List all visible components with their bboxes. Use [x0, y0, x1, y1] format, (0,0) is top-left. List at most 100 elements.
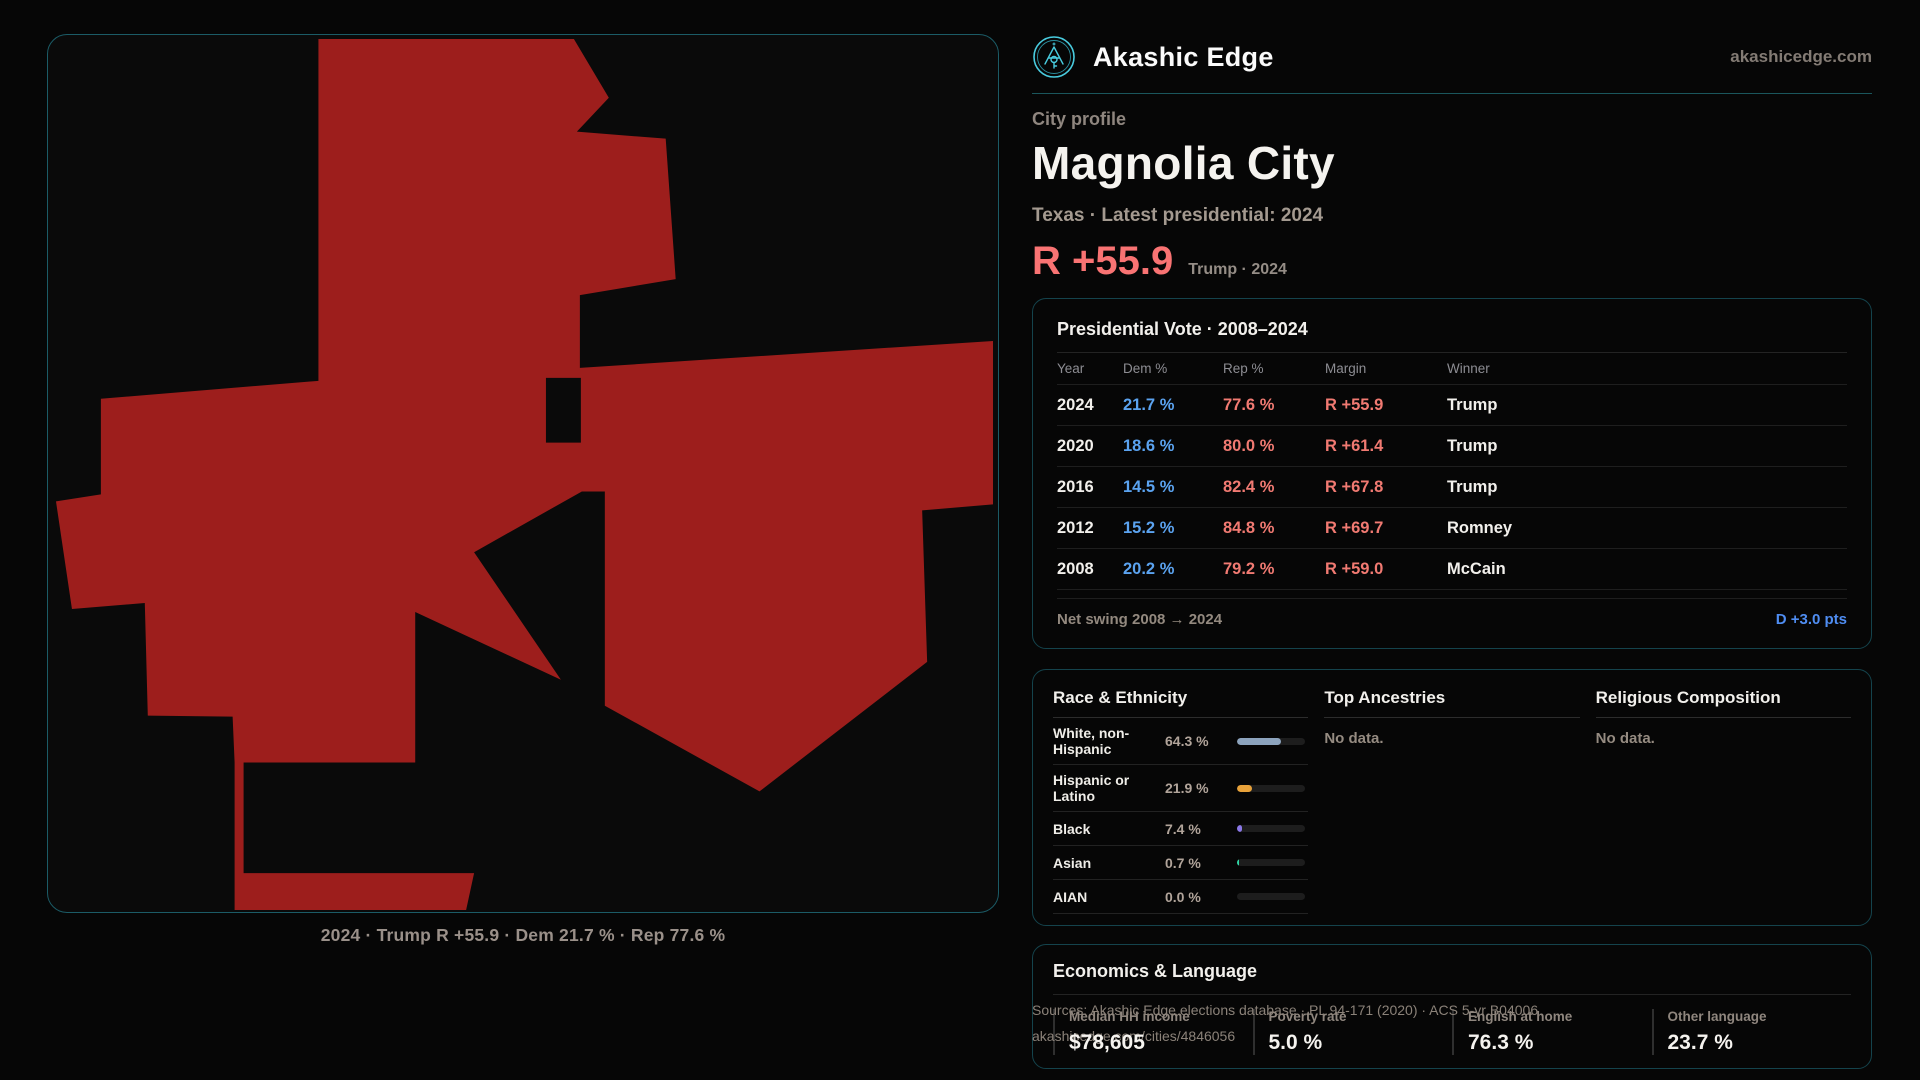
column-header-year: Year — [1057, 361, 1085, 376]
stat-block: Poverty rate 5.0 % — [1252, 1009, 1453, 1055]
column-header-dem: Dem % — [1123, 361, 1168, 376]
margin-cell: R +59.0 — [1325, 559, 1384, 578]
race-bar-fill — [1237, 784, 1252, 792]
rep-cell: 80.0 % — [1223, 436, 1275, 455]
stat-block: Median HH income $78,605 — [1053, 1009, 1253, 1055]
rep-cell: 82.4 % — [1223, 477, 1275, 496]
race-label: Black — [1053, 820, 1091, 837]
brand-header: Akashic Edge akashicedge.com — [1032, 0, 1872, 79]
race-label: Asian — [1053, 854, 1092, 871]
vote-panel-divider — [1057, 352, 1847, 353]
vote-table-row: 2020 18.6 % 80.0 % R +61.4 Trump — [1057, 425, 1847, 466]
column-header-winner: Winner — [1447, 361, 1490, 376]
religion-section-divider — [1595, 717, 1851, 718]
race-bar-fill — [1237, 825, 1243, 832]
partisan-lean-value: R +55.9 — [1032, 239, 1174, 283]
header-divider — [1032, 93, 1872, 94]
stat-value: $78,605 — [1069, 1031, 1145, 1054]
stat-value: 76.3 % — [1468, 1031, 1534, 1054]
margin-cell: R +55.9 — [1325, 395, 1384, 414]
rep-cell: 79.2 % — [1223, 559, 1275, 578]
race-bar-fill — [1237, 859, 1240, 866]
stat-block: Other language 23.7 % — [1651, 1009, 1852, 1055]
page-subtitle: Texas · Latest presidential: 2024 — [1032, 205, 1324, 226]
no-data-text: No data. — [1595, 730, 1655, 747]
dem-cell: 20.2 % — [1123, 559, 1175, 578]
vote-table-bottom-divider — [1057, 589, 1847, 590]
city-boundary-polygon — [55, 38, 994, 911]
year-cell: 2016 — [1057, 477, 1094, 496]
footer-permalink[interactable]: akashicedge.com/cities/4846056 — [1032, 1028, 1236, 1044]
page-footer: Sources: Akashic Edge elections database… — [1032, 1000, 1652, 1046]
race-value: 64.3 % — [1165, 733, 1209, 749]
race-bar-track — [1237, 737, 1305, 745]
city-boundary-map — [55, 38, 994, 911]
race-bar-fill — [1237, 737, 1281, 745]
margin-cell: R +67.8 — [1325, 477, 1384, 496]
race-row: White, non-Hispanic 64.3 % — [1053, 718, 1309, 765]
dem-cell: 15.2 % — [1123, 518, 1175, 537]
vote-table-row: 2008 20.2 % 79.2 % R +59.0 McCain — [1057, 548, 1847, 589]
race-label: White, non-Hispanic — [1053, 725, 1130, 757]
profile-column: Akashic Edge akashicedge.com City profil… — [1032, 0, 1872, 1069]
year-cell: 2012 — [1057, 518, 1094, 537]
race-section-divider — [1053, 717, 1309, 718]
partisan-lean-context: Trump · 2024 — [1188, 261, 1287, 278]
race-label: AIAN — [1053, 888, 1088, 905]
presidential-vote-panel: Presidential Vote · 2008–2024 Year Dem %… — [1032, 298, 1872, 649]
dem-cell: 18.6 % — [1123, 436, 1175, 455]
ancestries-section: Top Ancestries No data. — [1324, 688, 1580, 914]
vote-table-header: Year Dem % Rep % Margin Winner — [1057, 353, 1847, 384]
winner-cell: Trump — [1447, 477, 1498, 496]
race-value: 0.7 % — [1165, 854, 1201, 871]
economics-panel-divider — [1053, 994, 1851, 995]
race-bar-track — [1237, 859, 1305, 866]
rep-cell: 84.8 % — [1223, 518, 1275, 537]
race-value: 21.9 % — [1165, 780, 1209, 796]
stat-value: 23.7 % — [1667, 1031, 1733, 1054]
race-bar-track — [1237, 893, 1305, 900]
city-map-panel — [47, 34, 999, 913]
race-value: 7.4 % — [1165, 820, 1201, 837]
margin-cell: R +69.7 — [1325, 518, 1384, 537]
winner-cell: Romney — [1447, 518, 1513, 537]
race-section-title: Race & Ethnicity — [1053, 688, 1188, 707]
site-domain-link[interactable]: akashicedge.com — [1730, 47, 1872, 66]
economics-panel-title: Economics & Language — [1053, 961, 1258, 981]
margin-cell: R +61.4 — [1325, 436, 1384, 455]
race-value: 0.0 % — [1165, 888, 1201, 905]
year-cell: 2020 — [1057, 436, 1094, 455]
stat-block: English at home 76.3 % — [1452, 1009, 1652, 1055]
dem-cell: 14.5 % — [1123, 477, 1175, 496]
column-header-rep: Rep % — [1223, 361, 1264, 376]
winner-cell: McCain — [1447, 559, 1506, 578]
page-title: Magnolia City — [1032, 137, 1335, 189]
stat-label: Median HH income — [1069, 1009, 1190, 1024]
winner-cell: Trump — [1447, 436, 1498, 455]
race-row: Asian 0.7 % — [1053, 846, 1309, 880]
year-cell: 2008 — [1057, 559, 1094, 578]
year-cell: 2024 — [1057, 395, 1094, 414]
vote-table-row: 2012 15.2 % 84.8 % R +69.7 Romney — [1057, 507, 1847, 548]
partisan-lean-row: R +55.9 Trump · 2024 — [1032, 239, 1872, 284]
stat-label: Poverty rate — [1268, 1009, 1347, 1024]
economics-stats-row: Median HH income $78,605 Poverty rate 5.… — [1053, 1009, 1851, 1055]
ancestries-section-divider — [1324, 717, 1580, 718]
demographics-panel: Race & Ethnicity White, non-Hispanic 64.… — [1032, 669, 1872, 926]
religion-section: Religious Composition No data. — [1595, 688, 1851, 914]
vote-table-row: 2016 14.5 % 82.4 % R +67.8 Trump — [1057, 466, 1847, 507]
akashic-edge-logo-icon — [1033, 36, 1075, 78]
footer-sources: Sources: Akashic Edge elections database… — [1032, 1002, 1539, 1018]
net-swing-value: D +3.0 pts — [1775, 611, 1847, 628]
race-ethnicity-section: Race & Ethnicity White, non-Hispanic 64.… — [1053, 688, 1309, 914]
race-bar-track — [1237, 825, 1305, 832]
stat-label: English at home — [1468, 1009, 1573, 1024]
no-data-text: No data. — [1324, 730, 1384, 747]
map-caption: 2024 · Trump R +55.9 · Dem 21.7 % · Rep … — [320, 925, 726, 945]
net-swing-label: Net swing 2008 → 2024 — [1057, 611, 1223, 628]
net-swing-row: Net swing 2008 → 2024 D +3.0 pts — [1057, 598, 1847, 628]
dem-cell: 21.7 % — [1123, 395, 1175, 414]
rep-cell: 77.6 % — [1223, 395, 1275, 414]
stat-label: Other language — [1667, 1009, 1767, 1024]
stat-value: 5.0 % — [1268, 1031, 1323, 1054]
